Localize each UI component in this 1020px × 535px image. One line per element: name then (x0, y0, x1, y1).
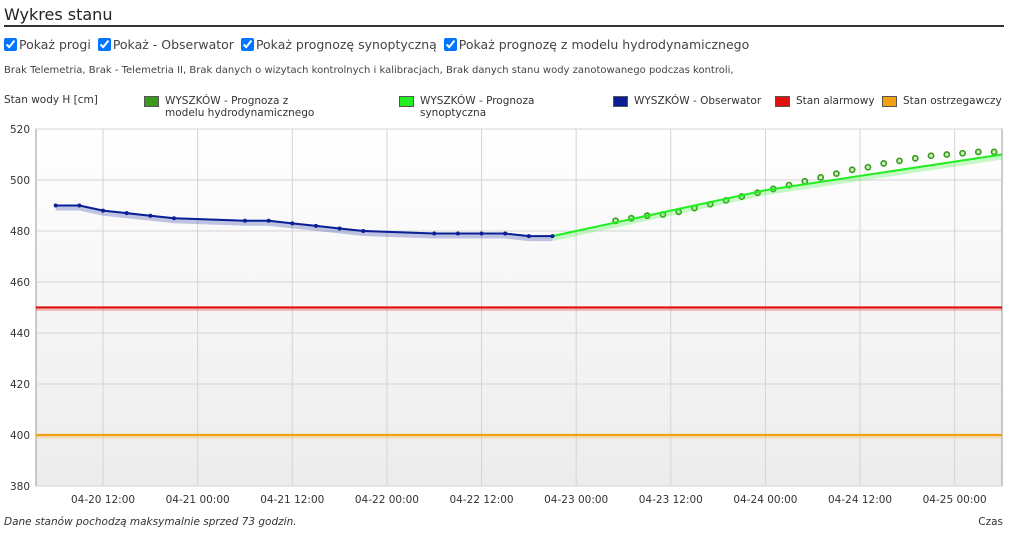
legend-label: Stan alarmowy (796, 95, 875, 107)
series-line-glow (551, 153, 1003, 242)
legend-label: WYSZKÓW - Obserwator (634, 95, 762, 107)
data-point (172, 216, 176, 221)
x-tick-label: 04-23 00:00 (544, 494, 608, 506)
x-tick-label: 04-24 12:00 (828, 494, 892, 506)
data-point (53, 203, 58, 208)
data-point (101, 208, 106, 213)
legend-label: WYSZKÓW - Prognoza synoptyczna (420, 95, 535, 119)
data-point (959, 149, 966, 157)
option[interactable]: Pokaż prognozę z modelu hydrodynamiczneg… (443, 37, 750, 52)
x-tick-label: 04-22 00:00 (355, 494, 419, 506)
option-label: Pokaż prognozę synoptyczną (255, 37, 437, 52)
x-tick-label: 04-24 00:00 (733, 494, 797, 506)
data-point (943, 151, 951, 158)
legend-swatch (399, 96, 414, 107)
checkbox[interactable] (443, 38, 457, 51)
data-point (880, 160, 888, 167)
page-title: Wykres stanu (4, 5, 113, 24)
data-point (833, 170, 840, 178)
x-tick-label: 04-23 12:00 (639, 494, 703, 506)
data-point (848, 166, 856, 174)
data-point (864, 163, 872, 171)
checkbox[interactable] (4, 38, 17, 51)
y-tick-label: 460 (10, 277, 30, 289)
x-tick-label: 04-21 12:00 (260, 494, 324, 506)
footnote: Dane stanów pochodzą maksymalnie sprzed … (4, 516, 297, 528)
data-point (927, 152, 935, 160)
data-point (526, 234, 531, 239)
option-label: Pokaż progi (19, 37, 91, 52)
legend-item: Stan ostrzegawczy (882, 95, 1002, 107)
options: Pokaż progi Pokaż - Obserwator Pokaż progn… (4, 37, 749, 52)
legend-item: WYSZKÓW - Prognoza synoptyczna (399, 95, 599, 119)
title-rule (4, 25, 1004, 27)
option-label: Pokaż - Obserwator (112, 37, 234, 52)
y-tick-label: 400 (10, 430, 30, 442)
option[interactable]: Pokaż prognozę synoptyczną (240, 37, 437, 52)
data-point (550, 234, 555, 239)
y-tick-label: 520 (10, 124, 30, 136)
data-point (313, 223, 318, 228)
legend-label: Stan ostrzegawczy (903, 95, 1002, 107)
data-point (896, 157, 903, 165)
data-point (817, 174, 825, 181)
x-tick-label: 04-20 12:00 (71, 494, 135, 506)
data-point (361, 229, 366, 233)
data-point (242, 218, 247, 223)
y-tick-label: 420 (10, 379, 30, 391)
data-point (503, 231, 508, 236)
option-label: Pokaż prognozę z modelu hydrodynamiczneg… (458, 37, 750, 52)
data-point (911, 154, 919, 162)
x-tick-label: 04-22 12:00 (449, 494, 513, 506)
data-point (290, 221, 295, 226)
legend-label: WYSZKÓW - Prognoza z modelu hydrodynamic… (165, 95, 315, 119)
data-point (432, 231, 437, 236)
y-tick-label: 500 (10, 175, 30, 187)
series-line (55, 204, 553, 238)
data-point (479, 231, 484, 236)
checkbox[interactable] (240, 38, 254, 51)
series-line-glow (55, 204, 553, 242)
data-point (124, 211, 129, 216)
legend-item: WYSZKÓW - Obserwator (613, 95, 761, 107)
legend-swatch (775, 96, 790, 107)
x-tick-label: 04-21 00:00 (166, 494, 230, 506)
x-tick-label: 04-25 00:00 (923, 494, 987, 506)
data-point (974, 148, 982, 156)
data-point (266, 218, 271, 223)
data-point (455, 231, 460, 236)
series-line (552, 153, 1003, 238)
legend-item: Stan alarmowy (775, 95, 875, 107)
data-point (77, 203, 82, 208)
y-tick-label: 480 (10, 226, 30, 238)
legend-swatch (882, 96, 897, 107)
x-axis-label: Czas (978, 516, 1003, 528)
legend-item: WYSZKÓW - Prognoza z modelu hydrodynamic… (144, 95, 324, 119)
legend-swatch (613, 96, 628, 107)
data-point (990, 148, 998, 156)
y-tick-label: 440 (10, 328, 30, 340)
y-tick-label: 380 (10, 481, 30, 493)
y-axis-label: Stan wody H [cm] (4, 94, 98, 106)
info-text: Brak Telemetria, Brak - Telemetria II, B… (4, 65, 734, 76)
option[interactable]: Pokaż progi (4, 37, 91, 52)
data-point (337, 226, 342, 231)
data-point (148, 213, 153, 218)
option[interactable]: Pokaż - Obserwator (97, 37, 234, 52)
checkbox[interactable] (97, 38, 111, 51)
legend-swatch (144, 96, 159, 107)
